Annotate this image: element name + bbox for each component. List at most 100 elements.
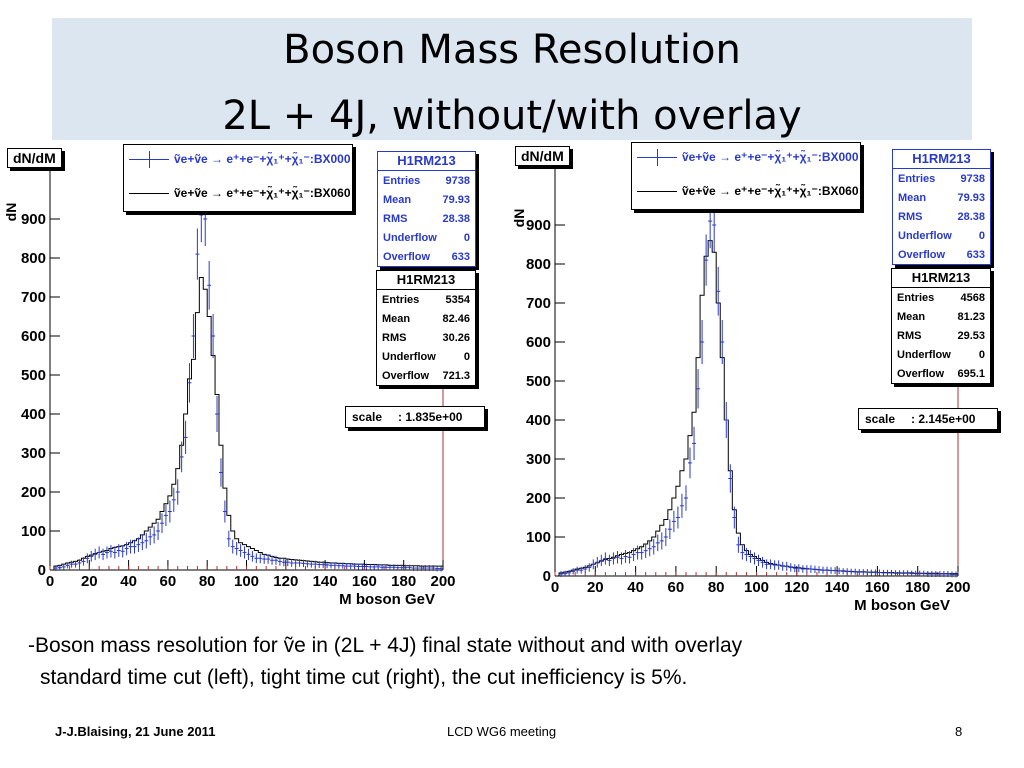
histogram-right-svg: 0 20 40 60 80 100 120 140 160 180 200 0 100 200 300 400…: [511, 166, 971, 614]
data-point: [849, 568, 854, 575]
y-tick-label: 200: [526, 490, 551, 507]
stats-key: RMS: [383, 212, 408, 225]
dndm-label-left: dN/dM: [7, 148, 62, 168]
x-tick-label: 160: [352, 573, 377, 590]
stats-value: 28.38: [957, 210, 985, 223]
caption-line1: -Boson mass resolution for ṽe in (2L + 4…: [28, 634, 743, 657]
data-point: [309, 560, 314, 568]
dndm-label-right: dN/dM: [515, 146, 570, 166]
data-point: [431, 565, 436, 572]
data-point: [293, 559, 298, 567]
data-point: [167, 500, 172, 523]
stats-row: Overflow 633: [893, 245, 990, 264]
data-point: [796, 564, 801, 573]
data-point: [929, 571, 934, 578]
x-tick-label: 0: [551, 579, 559, 596]
data-point: [615, 551, 620, 564]
stats-key: Overflow: [382, 369, 430, 382]
data-point: [687, 447, 693, 479]
data-point: [893, 570, 898, 577]
x-axis-label: M boson GeV: [854, 597, 950, 614]
data-point: [784, 561, 789, 571]
x-axis-label: M boson GeV: [339, 591, 435, 608]
stats-row: Overflow 633: [378, 247, 475, 266]
stats-row: Mean 82.46: [377, 309, 475, 328]
legend-point-symbol: [632, 147, 682, 167]
data-point: [772, 560, 777, 570]
stats-row: Mean 79.93: [893, 188, 990, 207]
data-point: [439, 565, 443, 572]
x-tick-label: 140: [825, 579, 850, 596]
data-point: [435, 565, 440, 572]
legend-left: ṽe+ṽe → e⁺+e⁻+χ̃₁⁺+χ̃₁⁻:BX000 ṽe+ṽe → e⁺…: [123, 144, 353, 212]
stats-value: 82.46: [442, 312, 470, 325]
footer-author-date: J-J.Blaising, 21 June 2011: [55, 724, 216, 739]
data-point: [744, 547, 749, 562]
data-point: [671, 510, 676, 533]
data-point: [124, 541, 129, 556]
stats-value: 79.93: [957, 191, 985, 204]
data-point: [921, 570, 926, 577]
y-tick-label: 700: [21, 289, 46, 306]
data-point: [399, 564, 404, 571]
slide-caption: -Boson mass resolution for ṽe in (2L + 4…: [28, 630, 742, 694]
data-point: [423, 565, 428, 572]
data-point: [258, 553, 263, 564]
legend-item-bx000: ṽe+ṽe → e⁺+e⁻+χ̃₁⁺+χ̃₁⁻:BX000: [632, 147, 859, 167]
stats-value: 81.23: [957, 310, 985, 323]
legend-line-symbol: [632, 181, 682, 201]
data-point: [897, 570, 902, 577]
stats-title: H1RM213: [377, 271, 475, 290]
stats-value: 79.93: [442, 193, 470, 206]
title-banner: Boson Mass Resolution 2L + 4J, without/w…: [52, 18, 972, 140]
data-point: [250, 551, 255, 562]
data-point: [321, 561, 326, 568]
scale-box-right: scale : 2.145e+00: [858, 408, 998, 430]
data-point: [889, 569, 894, 576]
x-tick-label: 100: [744, 579, 769, 596]
data-point: [945, 571, 950, 578]
scale-label: scale: [865, 412, 896, 426]
data-point: [317, 561, 322, 568]
stats-value: 633: [966, 248, 985, 261]
stats-row: RMS 29.53: [892, 326, 990, 345]
data-point: [949, 571, 954, 578]
stats-key: Underflow: [383, 231, 437, 244]
scale-value: : 1.835e+00: [398, 410, 463, 424]
stats-key: Entries: [383, 174, 421, 187]
stats-title: H1RM213: [892, 269, 990, 288]
stats-value: 9738: [445, 174, 470, 187]
data-point: [869, 569, 874, 576]
data-point: [285, 558, 290, 567]
data-point: [820, 566, 826, 574]
stats-key: Mean: [383, 193, 412, 206]
data-point: [415, 565, 420, 572]
data-point: [226, 530, 231, 547]
data-point: [768, 559, 773, 570]
stats-key: Underflow: [898, 229, 952, 242]
data-point: [700, 319, 705, 365]
x-tick-label: 0: [46, 573, 54, 590]
stats-key: RMS: [898, 210, 923, 223]
data-point: [663, 528, 668, 546]
stats-value: 0: [463, 231, 470, 244]
stats-box-blue-left: H1RM213 Entries 9738 Mean 79.93 RMS 28.38 U…: [377, 151, 476, 267]
y-tick-label: 100: [21, 523, 46, 540]
data-point: [344, 563, 349, 570]
scale-value: : 2.145e+00: [911, 412, 976, 426]
y-tick-label: 300: [21, 445, 46, 462]
data-point: [191, 313, 196, 359]
data-point: [160, 513, 164, 534]
stats-key: Entries: [897, 291, 935, 304]
y-tick-label: 800: [21, 250, 46, 267]
legend-point-symbol: [124, 149, 174, 169]
data-point: [156, 522, 161, 540]
scale-label: scale: [352, 410, 383, 424]
x-tick-label: 120: [784, 579, 809, 596]
stats-value: 30.26: [442, 331, 470, 344]
stats-key: Mean: [898, 191, 927, 204]
x-tick-label: 120: [273, 573, 298, 590]
data-point: [603, 552, 608, 565]
y-tick-label: 0: [38, 562, 46, 579]
data-point: [163, 504, 168, 527]
